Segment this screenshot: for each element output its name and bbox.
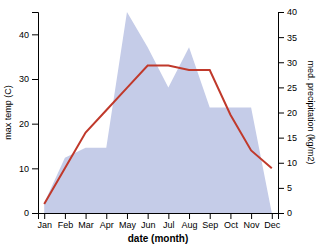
chart: Jan Feb Mar Apr May Jun Jul Aug Sep Oct NovDec 0 10 2… xyxy=(0,0,318,247)
tick: 40 xyxy=(278,7,297,17)
tick-mark xyxy=(278,188,284,189)
tick-mark xyxy=(65,213,66,219)
tick: Feb xyxy=(58,213,74,230)
tick-mark xyxy=(32,79,38,80)
tick: Jan xyxy=(37,213,52,230)
tick: 10 xyxy=(19,164,38,174)
tick-label: 35 xyxy=(287,33,297,43)
tick: 10 xyxy=(278,158,297,168)
tick-mark xyxy=(32,213,38,214)
tick-label: 0 xyxy=(287,208,292,218)
tick: 20 xyxy=(278,108,297,118)
tick: Jun xyxy=(141,213,156,230)
tick: May xyxy=(119,213,137,230)
tick-label: Feb xyxy=(58,220,74,230)
y2-axis: 0 5 10 15 20 25 30 35 40 xyxy=(278,7,297,218)
tick: Apr xyxy=(100,213,114,230)
tick: 20 xyxy=(19,119,38,129)
tick-label: Oct xyxy=(224,220,239,230)
tick: 0 xyxy=(278,208,292,218)
tick-mark xyxy=(278,62,284,63)
tick: 0 xyxy=(24,208,38,218)
tick-label: 10 xyxy=(287,158,297,168)
tick-mark xyxy=(278,213,284,214)
tick-mark xyxy=(278,138,284,139)
tick-mark xyxy=(278,37,284,38)
y-axis: 0 10 20 30 40 xyxy=(19,13,39,219)
tick-label: Jun xyxy=(141,220,156,230)
tick-label: 30 xyxy=(19,74,29,84)
tick-mark xyxy=(251,213,252,219)
tick-label: 10 xyxy=(19,164,29,174)
tick-label: Jul xyxy=(163,220,175,230)
axis-line xyxy=(279,13,285,214)
plot-area xyxy=(44,12,272,213)
tick: 5 xyxy=(278,183,292,193)
axis-line xyxy=(32,13,39,214)
tick: Jul xyxy=(163,213,175,230)
tick-label: Sep xyxy=(202,220,218,230)
tick-mark xyxy=(278,87,284,88)
tick: Oct xyxy=(224,213,239,230)
y2-axis-title: med. precipitation (kg/m2) xyxy=(306,60,316,164)
tick: Sep xyxy=(202,213,218,230)
tick-mark xyxy=(127,213,128,219)
tick-mark xyxy=(272,213,273,219)
tick-mark xyxy=(168,213,169,219)
tick: Mar xyxy=(78,213,94,230)
tick-label: Jan xyxy=(37,220,52,230)
tick-mark xyxy=(32,34,38,35)
area xyxy=(44,12,272,213)
tick-label: Mar xyxy=(78,220,94,230)
tick: 35 xyxy=(278,33,297,43)
tick-label: 15 xyxy=(287,133,297,143)
tick: 15 xyxy=(278,133,297,143)
tick-label: 40 xyxy=(287,7,297,17)
tick: 30 xyxy=(19,74,38,84)
tick-label: Apr xyxy=(100,220,114,230)
x-axis: Jan Feb Mar Apr May Jun Jul Aug Sep Oct NovDec xyxy=(37,213,280,230)
tick: Nov xyxy=(244,213,261,230)
tick-mark xyxy=(106,213,107,219)
tick-mark xyxy=(189,213,190,219)
tick-label: Dec xyxy=(264,220,281,230)
tick-label: May xyxy=(119,220,137,230)
tick-label: 5 xyxy=(287,183,292,193)
axis-line xyxy=(39,214,279,220)
tick-mark xyxy=(278,113,284,114)
tick-label: 0 xyxy=(24,208,29,218)
tick: 25 xyxy=(278,83,297,93)
tick-mark xyxy=(210,213,211,219)
tick: 40 xyxy=(19,30,38,40)
tick-mark xyxy=(148,213,149,219)
tick-label: 30 xyxy=(287,58,297,68)
tick-mark xyxy=(278,12,284,13)
tick-label: Aug xyxy=(182,220,198,230)
tick: 30 xyxy=(278,58,297,68)
x-axis-title: date (month) xyxy=(128,233,189,244)
tick-label: 40 xyxy=(19,30,29,40)
tick-mark xyxy=(230,213,231,219)
tick-mark xyxy=(44,213,45,219)
tick: Dec xyxy=(264,213,281,230)
tick-label: 20 xyxy=(19,119,29,129)
tick-mark xyxy=(278,163,284,164)
tick-label: 20 xyxy=(287,108,297,118)
tick-label: 25 xyxy=(287,83,297,93)
tick-mark xyxy=(86,213,87,219)
line xyxy=(44,66,272,204)
y-axis-title: max temp (C) xyxy=(3,85,13,140)
tick-label: Nov xyxy=(244,220,261,230)
tick-mark xyxy=(32,168,38,169)
tick: Aug xyxy=(182,213,198,230)
tick-mark xyxy=(32,124,38,125)
